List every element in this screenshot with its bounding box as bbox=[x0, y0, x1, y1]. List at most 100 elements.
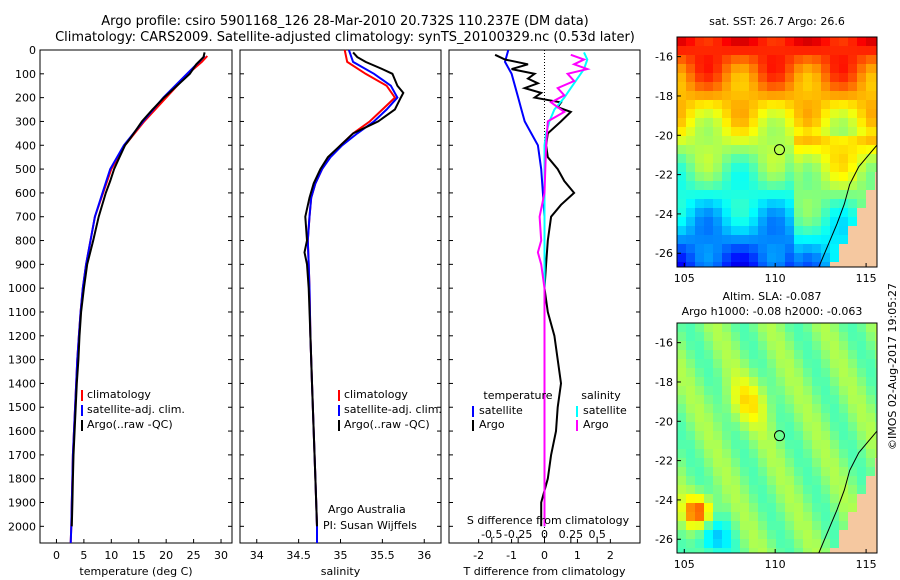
heatmap-cell bbox=[758, 467, 767, 476]
heatmap-cell bbox=[812, 217, 821, 226]
heatmap-cell bbox=[677, 199, 686, 208]
heatmap-cell bbox=[677, 485, 686, 494]
heatmap-cell bbox=[812, 118, 821, 127]
legend-label: satellite-adj. clim. bbox=[87, 403, 185, 416]
heatmap-cell bbox=[722, 440, 731, 449]
heatmap-cell bbox=[713, 521, 722, 530]
heatmap-cell bbox=[794, 226, 803, 235]
heatmap-cell bbox=[749, 208, 758, 217]
heatmap-cell bbox=[677, 368, 686, 377]
heatmap-cell bbox=[740, 476, 749, 485]
heatmap-cell bbox=[722, 253, 731, 262]
heatmap-cell bbox=[767, 244, 776, 253]
heatmap-cell bbox=[866, 136, 875, 145]
heatmap-cell bbox=[866, 503, 875, 512]
heatmap-cell bbox=[839, 64, 848, 73]
heatmap-cell bbox=[776, 262, 785, 267]
heatmap-cell bbox=[839, 226, 848, 235]
heatmap-cell bbox=[866, 413, 875, 422]
heatmap-cell bbox=[839, 163, 848, 172]
heatmap-cell bbox=[749, 154, 758, 163]
heatmap-cell bbox=[821, 262, 830, 267]
heatmap-cell bbox=[812, 100, 821, 109]
heatmap-cell bbox=[875, 109, 877, 118]
heatmap-cell bbox=[848, 163, 857, 172]
heatmap-cell bbox=[758, 244, 767, 253]
heatmap-cell bbox=[875, 262, 877, 267]
heatmap-cell bbox=[776, 431, 785, 440]
heatmap-cell bbox=[695, 91, 704, 100]
heatmap-cell bbox=[776, 467, 785, 476]
heatmap-cell bbox=[821, 46, 830, 55]
heatmap-cell bbox=[812, 440, 821, 449]
heatmap-cell bbox=[713, 503, 722, 512]
heatmap-cell bbox=[776, 494, 785, 503]
heatmap-cell bbox=[830, 503, 839, 512]
heatmap-cell bbox=[704, 199, 713, 208]
heatmap-cell bbox=[704, 386, 713, 395]
heatmap-cell bbox=[830, 467, 839, 476]
heatmap-cell bbox=[767, 145, 776, 154]
heatmap-cell bbox=[776, 323, 785, 332]
heatmap-cell bbox=[749, 368, 758, 377]
heatmap-cell bbox=[830, 359, 839, 368]
heatmap-cell bbox=[695, 262, 704, 267]
depth-tick-label: 2000 bbox=[8, 520, 36, 533]
heatmap-cell bbox=[830, 440, 839, 449]
heatmap-cell bbox=[776, 332, 785, 341]
depth-tick-label: 1700 bbox=[8, 449, 36, 462]
heatmap-cell bbox=[695, 485, 704, 494]
heatmap-cell bbox=[839, 323, 848, 332]
heatmap-cell bbox=[686, 368, 695, 377]
heatmap-cell bbox=[830, 100, 839, 109]
sst-map-panel: 105 110 115 -16 -18 -20 -22 -24 -26 sat. SST: 26.… bbox=[655, 15, 878, 285]
heatmap-cell bbox=[695, 368, 704, 377]
heatmap-cell bbox=[821, 181, 830, 190]
heatmap-cell bbox=[722, 226, 731, 235]
heatmap-cell bbox=[713, 413, 722, 422]
heatmap-cell bbox=[857, 368, 866, 377]
heatmap-cell bbox=[866, 208, 875, 217]
heatmap-cell bbox=[821, 64, 830, 73]
heatmap-cell bbox=[866, 262, 875, 267]
heatmap-cell bbox=[704, 91, 713, 100]
heatmap-cell bbox=[848, 449, 857, 458]
heatmap-cell bbox=[875, 440, 877, 449]
heatmap-cell bbox=[767, 127, 776, 136]
title-line-2: Climatology: CARS2009. Satellite-adjuste… bbox=[55, 30, 635, 45]
heatmap-cell bbox=[821, 440, 830, 449]
heatmap-cell bbox=[812, 262, 821, 267]
heatmap-cell bbox=[839, 512, 848, 521]
heatmap-cell bbox=[758, 82, 767, 91]
heatmap-cell bbox=[812, 154, 821, 163]
legend-label: satellite-adj. clim. bbox=[344, 403, 442, 416]
heatmap-cell bbox=[722, 100, 731, 109]
heatmap-cell bbox=[794, 530, 803, 539]
heatmap-cell bbox=[695, 253, 704, 262]
heatmap-cell bbox=[857, 253, 866, 262]
heatmap-cell bbox=[758, 226, 767, 235]
heatmap-cell bbox=[875, 46, 877, 55]
heatmap-cell bbox=[731, 467, 740, 476]
heatmap-cell bbox=[677, 539, 686, 548]
heatmap-cell bbox=[713, 154, 722, 163]
heatmap-cell bbox=[857, 494, 866, 503]
heatmap-cell bbox=[722, 262, 731, 267]
heatmap-cell bbox=[713, 341, 722, 350]
heatmap-cell bbox=[758, 494, 767, 503]
x-tick-label: -2 bbox=[473, 549, 484, 562]
heatmap-cell bbox=[875, 467, 877, 476]
heatmap-cell bbox=[731, 118, 740, 127]
heatmap-cell bbox=[722, 55, 731, 64]
heatmap-cell bbox=[677, 404, 686, 413]
heatmap-cell bbox=[848, 440, 857, 449]
heatmap-cell bbox=[794, 262, 803, 267]
heatmap-cell bbox=[830, 253, 839, 262]
heatmap-cell bbox=[713, 208, 722, 217]
heatmap-cell bbox=[830, 485, 839, 494]
heatmap-cell bbox=[704, 181, 713, 190]
heatmap-cell bbox=[731, 377, 740, 386]
heatmap-cell bbox=[731, 332, 740, 341]
heatmap-cell bbox=[731, 512, 740, 521]
heatmap-cell bbox=[713, 226, 722, 235]
